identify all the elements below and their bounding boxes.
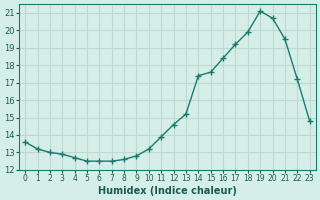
X-axis label: Humidex (Indice chaleur): Humidex (Indice chaleur) xyxy=(98,186,237,196)
